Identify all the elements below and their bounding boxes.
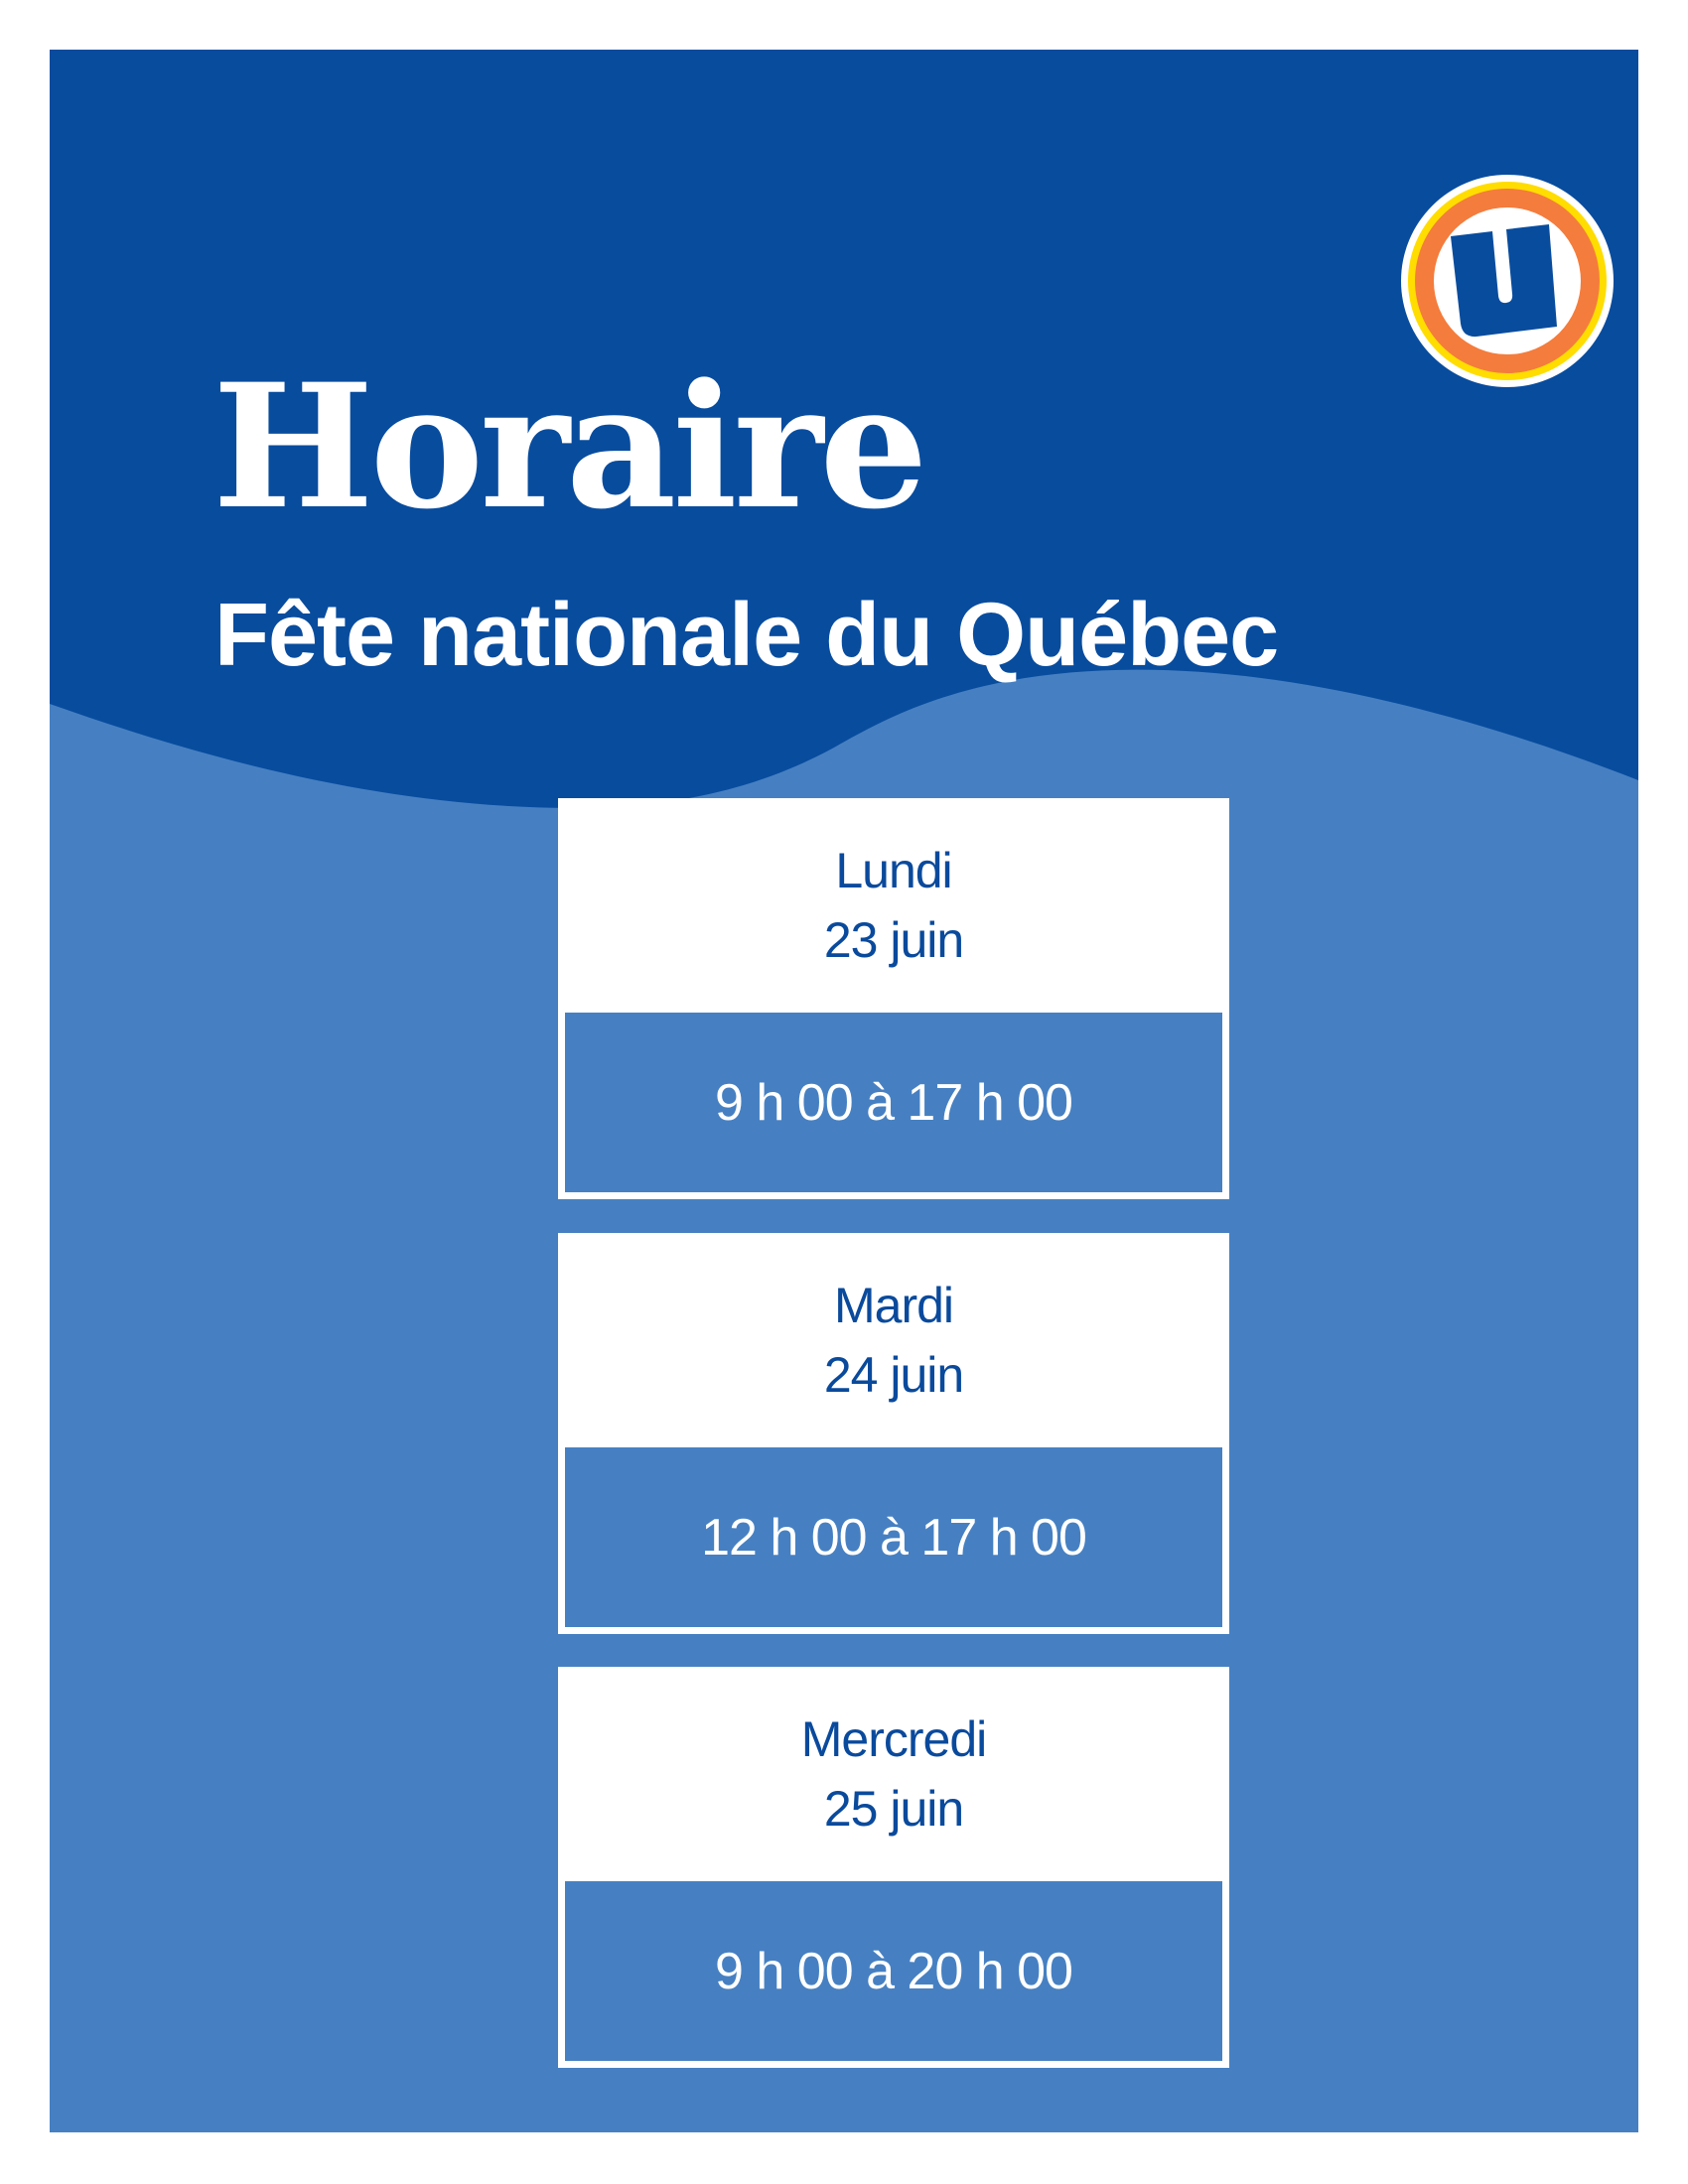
- poster-panel: Horaire Fête nationale du Québec Lundi 2…: [50, 50, 1638, 2132]
- day-label: Lundi: [835, 843, 952, 898]
- card-header: Mercredi 25 juin: [558, 1667, 1229, 1881]
- card-header: Mardi 24 juin: [558, 1233, 1229, 1447]
- page-subtitle: Fête nationale du Québec: [214, 586, 1279, 685]
- hours-label: 9 h 00 à 20 h 00: [715, 1942, 1073, 2000]
- schedule-card: Mercredi 25 juin 9 h 00 à 20 h 00: [558, 1667, 1229, 2068]
- hours-box: 12 h 00 à 17 h 00: [565, 1447, 1222, 1627]
- date-label: 24 juin: [823, 1347, 964, 1403]
- header-wave-background: [50, 50, 1638, 808]
- date-label: 23 juin: [823, 912, 964, 968]
- schedule-card: Mardi 24 juin 12 h 00 à 17 h 00: [558, 1233, 1229, 1634]
- card-header: Lundi 23 juin: [558, 798, 1229, 1013]
- hours-box: 9 h 00 à 20 h 00: [565, 1881, 1222, 2061]
- schedule-card: Lundi 23 juin 9 h 00 à 17 h 00: [558, 798, 1229, 1199]
- day-label: Mercredi: [800, 1711, 987, 1767]
- hours-label: 12 h 00 à 17 h 00: [701, 1508, 1087, 1567]
- hours-label: 9 h 00 à 17 h 00: [715, 1073, 1073, 1132]
- page-title: Horaire: [212, 345, 928, 547]
- brand-logo: [1401, 175, 1614, 387]
- hours-box: 9 h 00 à 17 h 00: [565, 1013, 1222, 1192]
- date-label: 25 juin: [823, 1781, 964, 1837]
- day-label: Mardi: [833, 1278, 954, 1333]
